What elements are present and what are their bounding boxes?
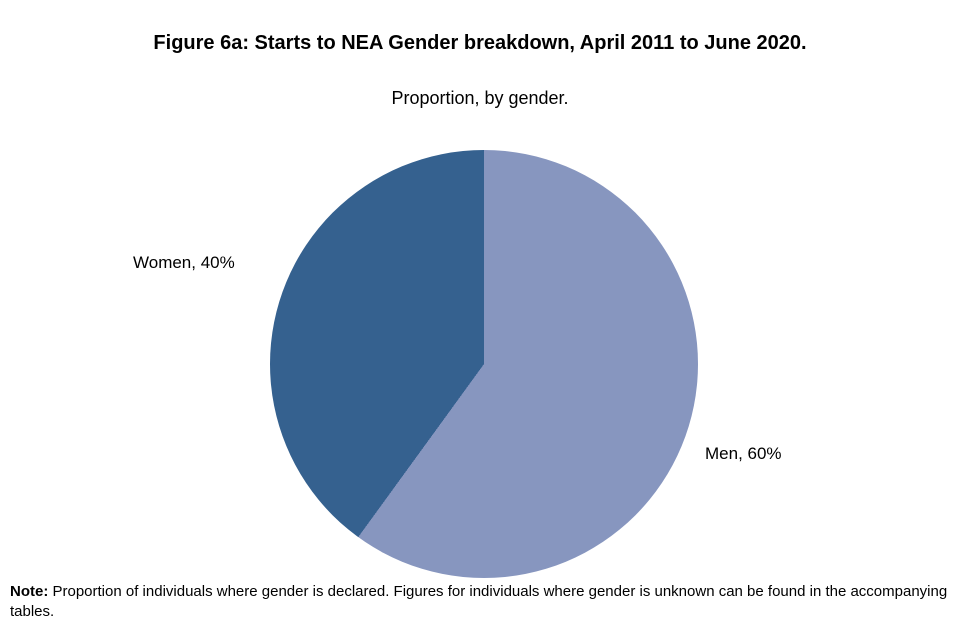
chart-note: Note: Proportion of individuals where ge… [10,582,952,623]
pie-label-men: Men, 60% [705,444,782,463]
chart-subtitle: Proportion, by gender. [391,88,569,108]
pie-chart [270,150,698,578]
chart-note-text: Proportion of individuals where gender i… [10,583,948,621]
chart-note-label: Note: [10,583,49,600]
chart-title: Figure 6a: Starts to NEA Gender breakdow… [153,32,807,54]
pie-label-women: Women, 40% [133,253,235,272]
